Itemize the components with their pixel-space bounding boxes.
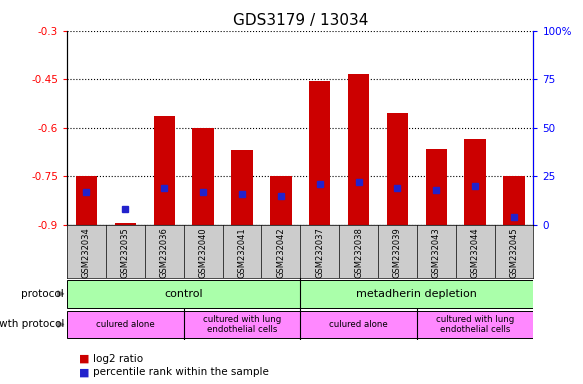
- Text: GSM232038: GSM232038: [354, 227, 363, 278]
- Bar: [184, 311, 300, 338]
- Bar: [153, 116, 175, 225]
- Text: GSM232034: GSM232034: [82, 227, 91, 278]
- Bar: [348, 74, 369, 225]
- Text: GSM232041: GSM232041: [237, 227, 247, 278]
- Text: GSM232043: GSM232043: [432, 227, 441, 278]
- Text: GSM232035: GSM232035: [121, 227, 130, 278]
- Text: log2 ratio: log2 ratio: [93, 354, 143, 364]
- Bar: [309, 81, 331, 225]
- Text: protocol: protocol: [22, 289, 64, 299]
- Bar: [115, 223, 136, 225]
- Bar: [426, 149, 447, 225]
- Bar: [300, 311, 417, 338]
- Bar: [192, 127, 214, 225]
- Text: GSM232037: GSM232037: [315, 227, 324, 278]
- Text: metadherin depletion: metadherin depletion: [356, 289, 477, 299]
- Text: culured alone: culured alone: [329, 320, 388, 329]
- Text: GSM232042: GSM232042: [276, 227, 285, 278]
- Text: growth protocol: growth protocol: [0, 319, 64, 329]
- Text: GSM232044: GSM232044: [470, 227, 480, 278]
- Text: cultured with lung
endothelial cells: cultured with lung endothelial cells: [203, 315, 281, 334]
- Text: GSM232036: GSM232036: [160, 227, 168, 278]
- Title: GDS3179 / 13034: GDS3179 / 13034: [233, 13, 368, 28]
- Bar: [231, 150, 252, 225]
- Text: cultured with lung
endothelial cells: cultured with lung endothelial cells: [436, 315, 514, 334]
- Text: percentile rank within the sample: percentile rank within the sample: [93, 367, 269, 377]
- Text: ■: ■: [79, 367, 89, 377]
- Bar: [503, 176, 525, 225]
- Bar: [417, 311, 533, 338]
- Text: GSM232045: GSM232045: [510, 227, 518, 278]
- Text: GSM232039: GSM232039: [393, 227, 402, 278]
- Text: culured alone: culured alone: [96, 320, 154, 329]
- Bar: [465, 139, 486, 225]
- Bar: [76, 176, 97, 225]
- Text: control: control: [164, 289, 203, 299]
- Text: ■: ■: [79, 354, 89, 364]
- Bar: [67, 280, 300, 308]
- Bar: [300, 280, 533, 308]
- Bar: [270, 176, 292, 225]
- Text: GSM232040: GSM232040: [199, 227, 208, 278]
- Bar: [387, 113, 408, 225]
- Bar: [67, 311, 184, 338]
